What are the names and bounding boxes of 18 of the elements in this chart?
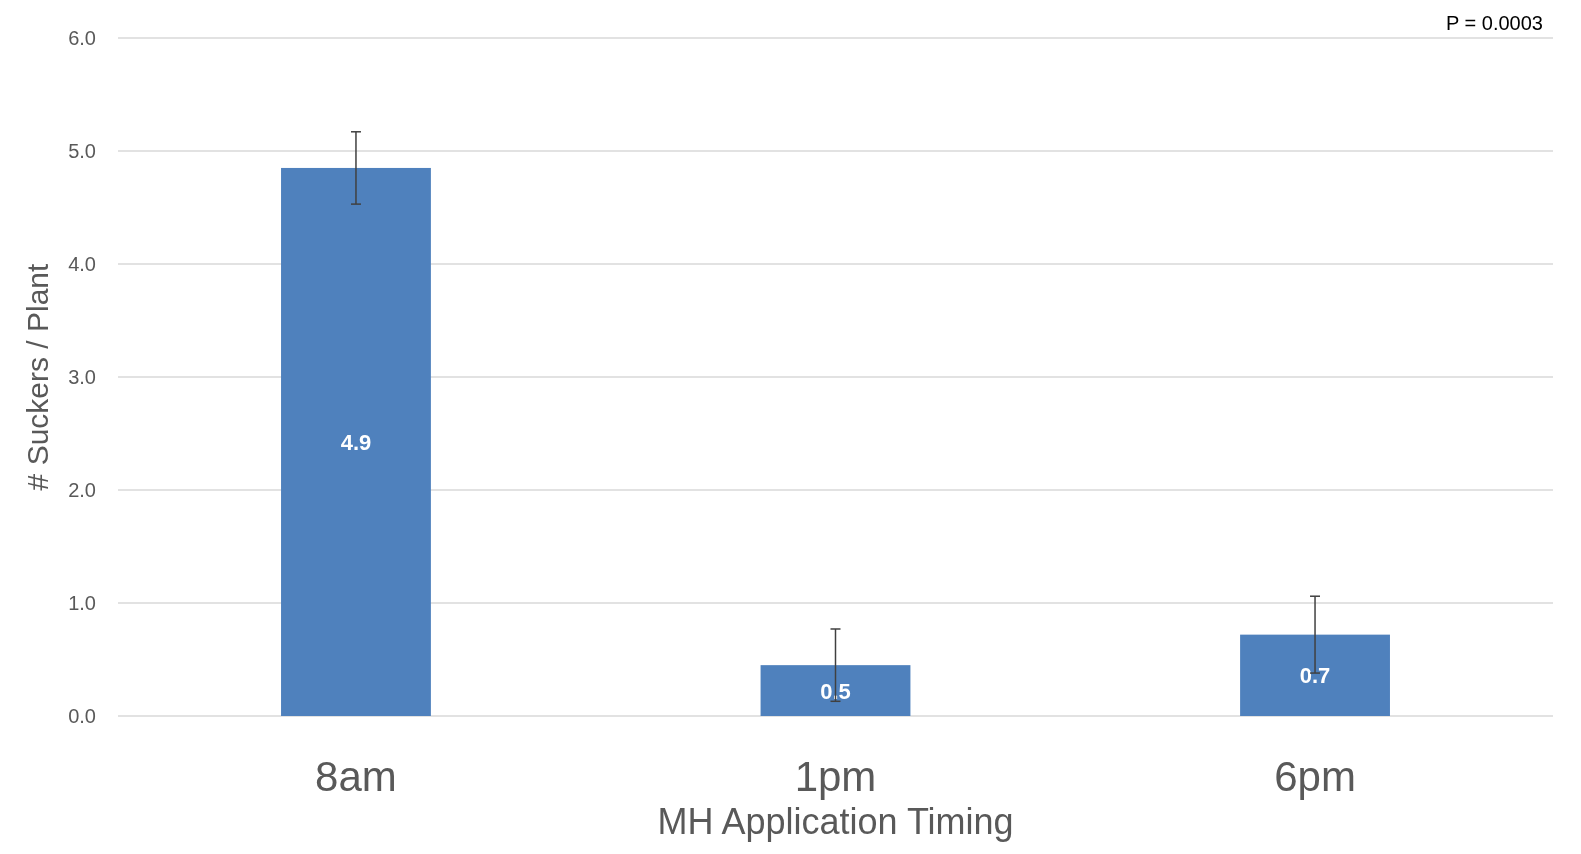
- x-axis-title: MH Application Timing: [657, 801, 1014, 842]
- x-tick-label: 1pm: [794, 753, 877, 800]
- y-tick-label: 6.0: [68, 27, 96, 49]
- y-tick-label: 1.0: [68, 592, 96, 614]
- y-tick-label: 2.0: [68, 479, 96, 501]
- text: P = 0.0003: [1446, 12, 1543, 34]
- y-tick-label: 5.0: [68, 140, 96, 162]
- x-tick-label: 8am: [315, 753, 397, 800]
- y-tick-label: 0.0: [68, 705, 96, 727]
- bar: [281, 167, 431, 716]
- y-tick-label: 3.0: [68, 366, 96, 388]
- x-tick-label: 6pm: [1274, 753, 1356, 800]
- data-label: 0.7: [1299, 663, 1331, 689]
- y-axis-title: # Suckers / Plant: [21, 262, 54, 491]
- data-label: 4.9: [340, 429, 372, 455]
- y-tick-label: 4.0: [68, 253, 96, 275]
- bar: [1240, 634, 1390, 716]
- bar: [760, 665, 911, 716]
